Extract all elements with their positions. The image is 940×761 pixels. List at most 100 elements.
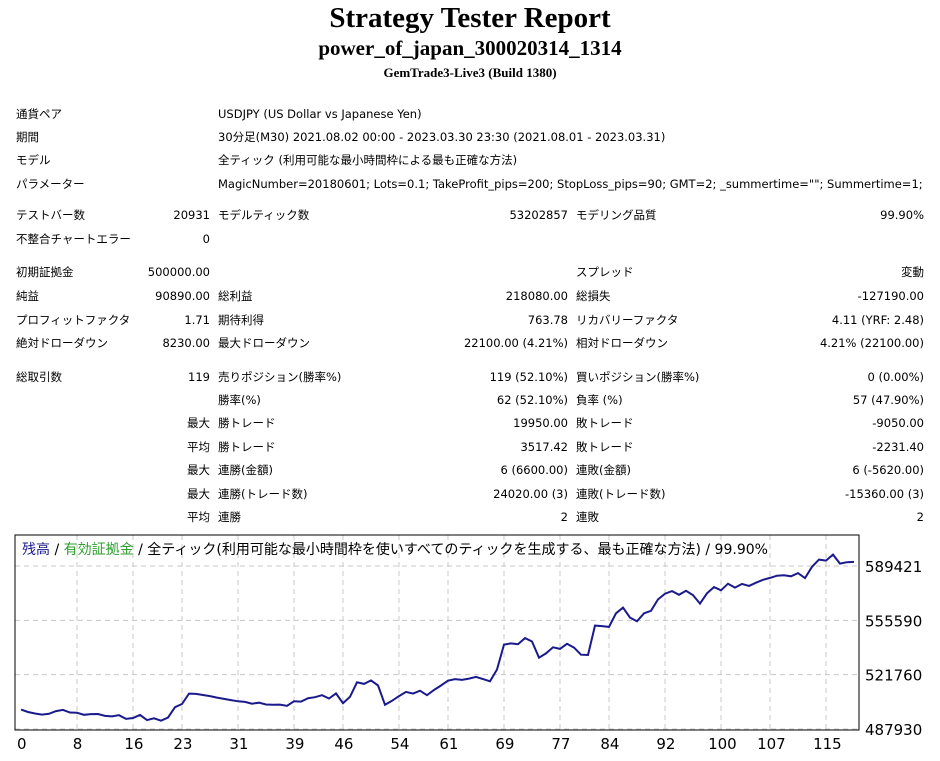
- lossrate-value: 57 (47.90%): [852, 393, 924, 407]
- quality-value: 99.90%: [880, 208, 924, 222]
- params-label: パラメーター: [16, 177, 85, 191]
- x-tick-label: 39: [285, 735, 304, 753]
- recovery-label: リカバリーファクタ: [576, 313, 679, 327]
- avg-win-label: 勝トレード: [218, 440, 276, 454]
- ticks-value: 53202857: [509, 208, 568, 222]
- expected-label: 期待利得: [218, 313, 264, 327]
- trades-label: 総取引数: [16, 370, 62, 384]
- max-word: 最大: [187, 487, 210, 501]
- x-tick-label: 8: [73, 735, 83, 753]
- server-label: GemTrade3-Live3 (Build 1380): [383, 65, 557, 80]
- avg-cons-loss-value: 2: [916, 510, 924, 524]
- avg-win-value: 3517.42: [520, 440, 568, 454]
- long-label: 買いポジション(勝率%): [576, 370, 700, 384]
- winrate-label: 勝率(%): [218, 393, 261, 407]
- trades-value: 119: [188, 370, 210, 384]
- long-value: 0 (0.00%): [867, 370, 924, 384]
- x-tick-label: 77: [551, 735, 570, 753]
- avg-cons-win-value: 2: [560, 510, 568, 524]
- max-dd-label: 最大ドローダウン: [218, 336, 310, 350]
- max-cons-loss-count-label: 連敗(トレード数): [576, 487, 666, 501]
- spread-value: 変動: [901, 265, 924, 279]
- legend-sep: /: [50, 542, 64, 558]
- lossrate-label: 負率 (%): [576, 393, 623, 407]
- x-tick-label: 46: [334, 735, 353, 753]
- max-cons-win-money-label: 連勝(金額): [218, 463, 273, 477]
- pf-label: プロフィットファクタ: [16, 313, 131, 327]
- report-title: Strategy Tester Report: [329, 2, 611, 34]
- x-tick-label: 100: [708, 735, 737, 753]
- gross-loss-label: 総損失: [576, 289, 611, 303]
- gross-profit-label: 総利益: [218, 289, 253, 303]
- max-word: 最大: [187, 463, 210, 477]
- plot-frame: [14, 534, 860, 731]
- pf-value: 1.71: [184, 313, 210, 327]
- chart-grid: [15, 535, 859, 730]
- avg-cons-loss-label: 連敗: [576, 510, 599, 524]
- x-tick-label: 84: [600, 735, 619, 753]
- mismatch-label: 不整合チャートエラー: [16, 232, 131, 246]
- rel-dd-label: 相対ドローダウン: [576, 336, 668, 350]
- net-value: 90890.00: [155, 289, 210, 303]
- balance-series-line: [20, 553, 855, 722]
- abs-dd-label: 絶対ドローダウン: [16, 336, 108, 350]
- legend-rest: / 全ティック(利用可能な最小時間枠を使いすべてのティックを生成する、最も正確な…: [134, 541, 768, 558]
- legend-equity: 有効証拠金: [64, 542, 134, 558]
- x-tick-label: 16: [124, 735, 143, 753]
- short-value: 119 (52.10%): [489, 370, 568, 384]
- x-tick-label: 61: [439, 735, 458, 753]
- short-label: 売りポジション(勝率%): [218, 370, 342, 384]
- bars-value: 20931: [173, 208, 210, 222]
- winrate-value: 62 (52.10%): [496, 393, 568, 407]
- avg-loss-value: -2231.40: [872, 440, 924, 454]
- y-tick-labels: 589421 555590 521760 487930: [865, 558, 922, 739]
- pair-value: USDJPY (US Dollar vs Japanese Yen): [218, 107, 422, 121]
- spread-label: スプレッド: [576, 265, 634, 279]
- bars-label: テストバー数: [16, 208, 85, 222]
- period-value: 30分足(M30) 2021.08.02 00:00 - 2023.03.30 …: [218, 130, 666, 144]
- max-cons-loss-count-value: -15360.00 (3): [845, 487, 924, 501]
- gross-loss-value: -127190.00: [857, 289, 924, 303]
- max-cons-win-money-value: 6 (6600.00): [500, 463, 568, 477]
- legend-balance: 残高: [22, 541, 50, 558]
- x-tick-label: 92: [656, 735, 675, 753]
- model-value: 全ティック (利用可能な最小時間枠による最も正確な方法): [218, 153, 518, 167]
- quality-label: モデリング品質: [576, 208, 657, 222]
- report-subtitle: power_of_japan_300020314_1314: [318, 36, 622, 60]
- pair-label: 通貨ペア: [16, 107, 62, 121]
- x-tick-label: 23: [173, 735, 192, 753]
- avg-word: 平均: [187, 440, 210, 454]
- deposit-label: 初期証拠金: [16, 265, 74, 279]
- mismatch-value: 0: [202, 232, 210, 246]
- max-dd-value: 22100.00 (4.21%): [463, 336, 568, 350]
- max-cons-win-count-label: 連勝(トレード数): [218, 487, 308, 501]
- max-cons-loss-money-value: 6 (-5620.00): [852, 463, 924, 477]
- x-tick-label: 107: [757, 735, 786, 753]
- model-label: モデル: [16, 153, 51, 167]
- balance-chart: 残高 / 有効証拠金 / 全ティック(利用可能な最小時間枠を使いすべてのティック…: [14, 534, 922, 753]
- x-tick-label: 69: [495, 735, 514, 753]
- y-tick-label: 589421: [865, 558, 922, 576]
- y-tick-label: 555590: [865, 612, 922, 630]
- max-cons-loss-money-label: 連敗(金額): [576, 463, 631, 477]
- abs-dd-value: 8230.00: [162, 336, 210, 350]
- avg-word: 平均: [187, 510, 210, 524]
- net-label: 純益: [16, 289, 39, 303]
- y-tick-label: 521760: [865, 667, 922, 685]
- x-tick-label: 0: [17, 735, 27, 753]
- params-value: MagicNumber=20180601; Lots=0.1; TakeProf…: [218, 177, 923, 191]
- chart-legend: 残高 / 有効証拠金 / 全ティック(利用可能な最小時間枠を使いすべてのティック…: [22, 541, 768, 558]
- avg-cons-win-label: 連勝: [218, 510, 241, 524]
- max-cons-win-count-value: 24020.00 (3): [493, 487, 568, 501]
- x-tick-label: 115: [813, 735, 842, 753]
- gross-profit-value: 218080.00: [505, 289, 568, 303]
- avg-loss-label: 敗トレード: [576, 440, 634, 454]
- x-tick-label: 54: [390, 735, 409, 753]
- largest-loss-value: -9050.00: [872, 416, 924, 430]
- rel-dd-value: 4.21% (22100.00): [819, 336, 924, 350]
- period-label: 期間: [16, 130, 39, 144]
- largest-win-label: 勝トレード: [218, 416, 276, 430]
- largest-loss-label: 敗トレード: [576, 416, 634, 430]
- expected-value: 763.78: [527, 313, 568, 327]
- x-tick-labels: 0 8 16 23 31 39 46 54 61 69 77 84 92 100 107 115: [17, 735, 842, 753]
